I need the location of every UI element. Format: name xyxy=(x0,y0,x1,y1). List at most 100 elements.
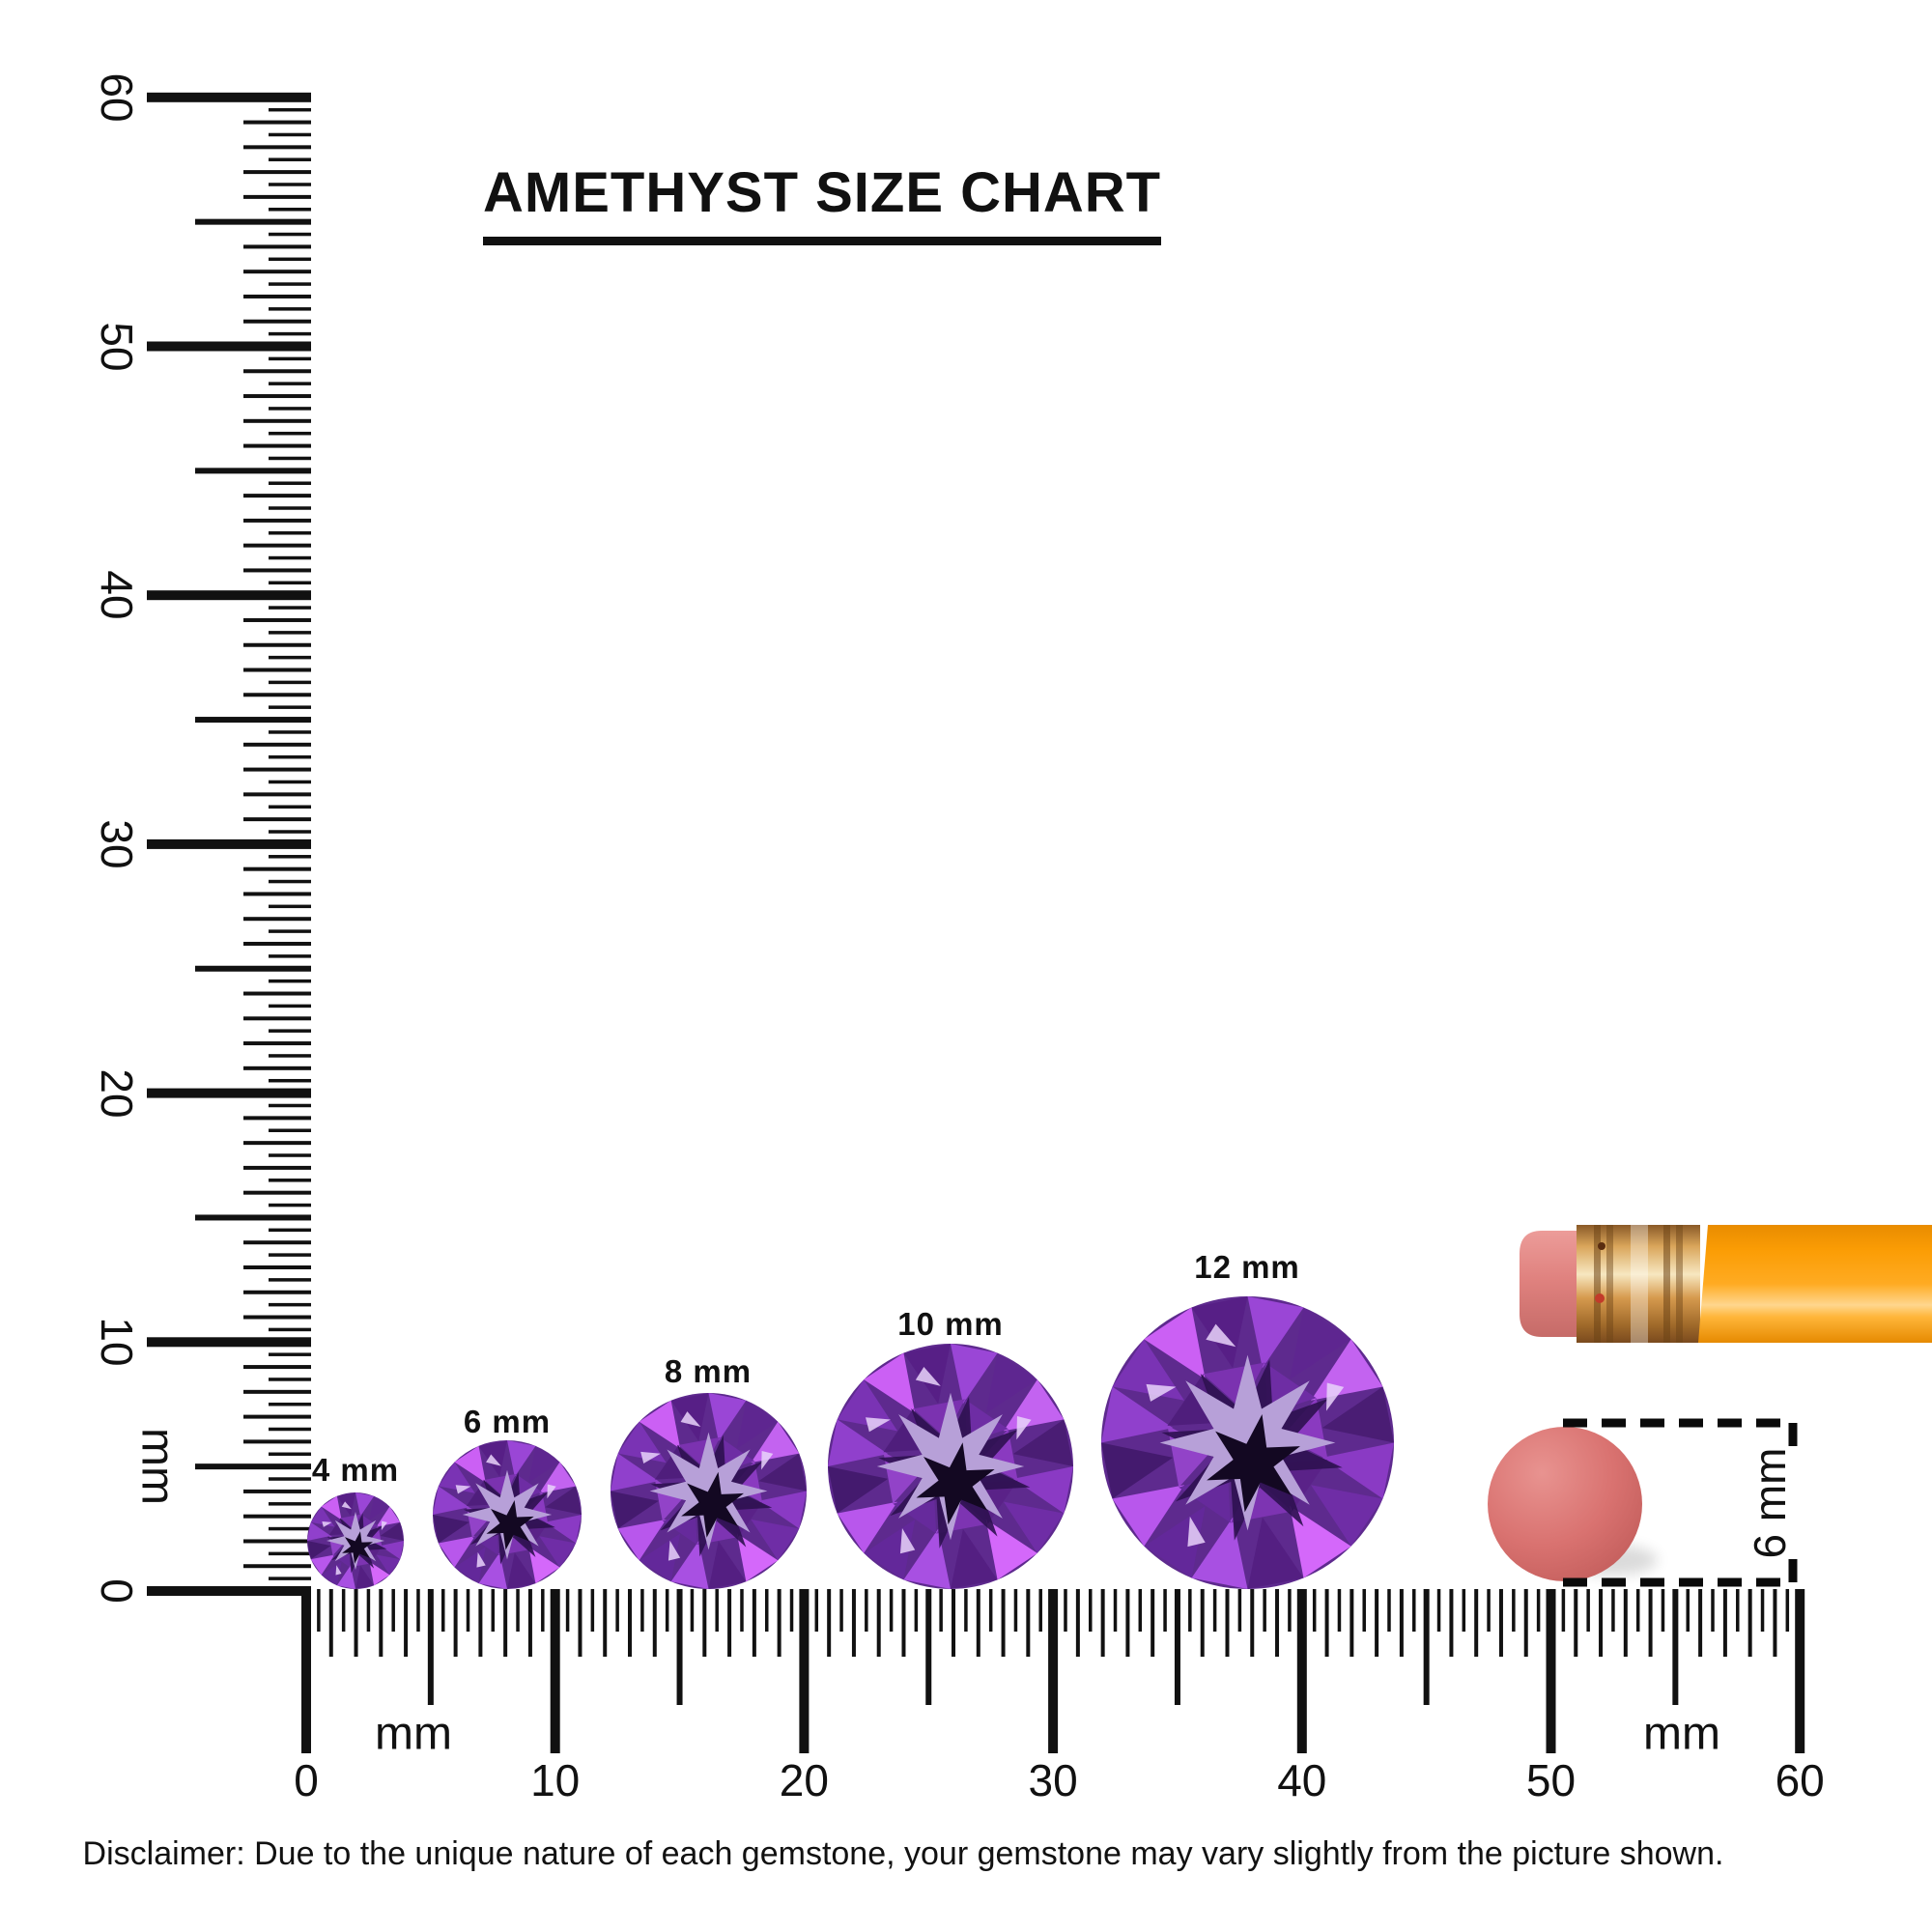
h-ruler-tick xyxy=(1635,1589,1640,1632)
h-ruler-tick xyxy=(1288,1589,1292,1632)
h-ruler-tick xyxy=(925,1589,932,1705)
h-ruler-tick xyxy=(1536,1589,1541,1632)
pencil-ferrule xyxy=(1577,1225,1700,1343)
v-ruler-tick xyxy=(269,531,311,535)
h-ruler-tick xyxy=(503,1589,508,1657)
h-ruler-tick xyxy=(764,1589,769,1632)
h-ruler-tick xyxy=(1423,1589,1430,1705)
h-ruler-tick xyxy=(1350,1589,1354,1657)
gem-6mm xyxy=(433,1440,582,1589)
v-ruler-tick xyxy=(147,1088,311,1098)
h-ruler-tick xyxy=(1498,1589,1503,1657)
h-ruler-tick xyxy=(865,1589,868,1632)
v-ruler-label-50: 50 xyxy=(92,321,142,372)
v-ruler-tick xyxy=(147,1586,311,1596)
gem-label-4mm: 4 mm xyxy=(311,1452,400,1488)
h-ruler-tick xyxy=(1324,1589,1329,1657)
v-ruler-tick xyxy=(269,1502,311,1506)
gem-label-6mm: 6 mm xyxy=(463,1404,552,1439)
h-ruler-tick xyxy=(777,1589,781,1657)
h-ruler-tick xyxy=(301,1589,311,1753)
v-ruler-tick xyxy=(243,742,311,747)
h-ruler-tick xyxy=(1250,1589,1255,1657)
v-ruler-tick xyxy=(147,590,311,601)
h-ruler-tick xyxy=(827,1589,832,1657)
h-ruler-tick xyxy=(839,1589,843,1632)
v-ruler-tick xyxy=(243,418,311,423)
h-ruler-label-0: 0 xyxy=(294,1755,319,1805)
v-ruler-tick xyxy=(195,468,311,474)
v-ruler-tick xyxy=(269,805,311,809)
v-ruler-tick xyxy=(269,855,311,859)
v-ruler-tick xyxy=(269,208,311,212)
h-ruler-tick xyxy=(702,1589,707,1657)
v-ruler-tick xyxy=(243,1190,311,1195)
gem-label-12mm: 12 mm xyxy=(1194,1249,1300,1285)
h-ruler-label-20: 20 xyxy=(779,1755,829,1805)
h-ruler-tick xyxy=(453,1589,458,1657)
h-ruler-tick xyxy=(876,1589,881,1657)
h-ruler-tick xyxy=(727,1589,732,1657)
v-ruler-tick xyxy=(243,792,311,797)
v-ruler-tick xyxy=(243,867,311,871)
h-ruler-tick xyxy=(603,1589,608,1657)
h-ruler-tick xyxy=(1711,1589,1715,1632)
v-ruler-tick xyxy=(243,941,311,946)
bracket-size-label: 6 mm xyxy=(1745,1447,1795,1559)
v-ruler-tick xyxy=(243,120,311,125)
h-ruler-tick xyxy=(341,1589,346,1632)
h-ruler-tick xyxy=(1623,1589,1628,1657)
v-ruler-tick xyxy=(269,183,311,186)
gem-label-8mm: 8 mm xyxy=(664,1353,753,1389)
v-ruler-tick xyxy=(243,617,311,622)
h-ruler-tick xyxy=(565,1589,570,1632)
v-ruler-tick xyxy=(269,830,311,834)
h-ruler-tick xyxy=(1275,1589,1280,1657)
h-ruler-tick xyxy=(1375,1589,1379,1657)
v-ruler-tick xyxy=(269,1078,311,1083)
h-ruler-tick xyxy=(939,1589,943,1632)
h-ruler-tick xyxy=(1648,1589,1653,1657)
h-ruler-tick xyxy=(964,1589,968,1632)
h-ruler-tick xyxy=(952,1589,956,1657)
h-ruler-tick xyxy=(1026,1589,1031,1657)
h-ruler-tick xyxy=(550,1589,560,1753)
v-ruler-tick xyxy=(269,1352,311,1356)
v-ruler-label-20: 20 xyxy=(92,1068,142,1119)
gem-8mm xyxy=(611,1393,807,1589)
h-ruler-tick xyxy=(615,1589,619,1632)
h-ruler-unit-label-1: mm xyxy=(1643,1708,1720,1760)
h-ruler-tick xyxy=(640,1589,644,1632)
eraser-disc-shadow xyxy=(1565,1545,1658,1576)
v-ruler-tick xyxy=(269,555,311,560)
h-ruler-tick xyxy=(1174,1589,1180,1705)
ruler-corner-join xyxy=(301,1586,311,1752)
v-ruler-tick xyxy=(269,879,311,884)
v-ruler-tick xyxy=(269,904,311,909)
disclaimer-text: Disclaimer: Due to the unique nature of … xyxy=(82,1835,1724,1872)
h-ruler-tick xyxy=(527,1589,532,1657)
v-ruler-tick xyxy=(269,780,311,784)
v-ruler-tick xyxy=(269,382,311,385)
h-ruler-tick xyxy=(1436,1589,1441,1632)
h-ruler-tick xyxy=(379,1589,384,1657)
h-ruler-tick xyxy=(914,1589,919,1632)
h-ruler-tick xyxy=(1225,1589,1230,1657)
h-ruler-tick xyxy=(1163,1589,1167,1632)
h-ruler-tick xyxy=(491,1589,496,1632)
h-ruler-tick xyxy=(1075,1589,1080,1657)
v-ruler-tick xyxy=(269,1526,311,1531)
pencil-icon xyxy=(1520,1225,1932,1343)
v-ruler-tick xyxy=(195,218,311,225)
v-ruler-tick xyxy=(243,244,311,249)
v-ruler-tick xyxy=(269,331,311,336)
h-ruler-tick xyxy=(1001,1589,1006,1657)
v-ruler-tick xyxy=(269,1253,311,1257)
v-ruler-tick xyxy=(195,1214,311,1221)
v-ruler-tick xyxy=(243,817,311,822)
h-ruler-tick xyxy=(1038,1589,1042,1632)
h-ruler-tick xyxy=(590,1589,595,1632)
v-ruler-tick xyxy=(269,1228,311,1233)
v-ruler-tick xyxy=(243,642,311,647)
